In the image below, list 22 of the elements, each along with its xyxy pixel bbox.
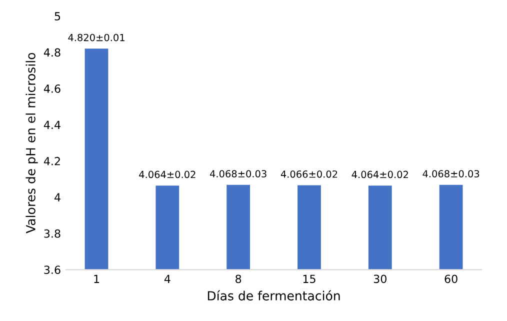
data-label: 4.064±0.02 — [139, 170, 196, 178]
x-tick-label: 4 — [164, 274, 170, 283]
y-axis-title: Valores de pH en el microsilo — [26, 52, 38, 234]
data-label: 4.064±0.02 — [352, 170, 408, 178]
y-tick-label: 4.4 — [44, 120, 60, 129]
y-tick-label: 4 — [54, 193, 60, 202]
data-label: 4.068±0.03 — [210, 170, 266, 178]
x-tick-label: 8 — [236, 274, 242, 284]
y-tick-label: 4.8 — [44, 48, 60, 57]
y-tick-label: 5 — [54, 12, 60, 20]
x-tick-label: 15 — [303, 274, 316, 284]
data-label: 4.066±0.02 — [280, 170, 338, 178]
x-axis-title: Días de fermentación — [208, 290, 340, 300]
data-label: 4.820±0.01 — [68, 34, 124, 42]
data-label: 4.068±0.03 — [422, 170, 480, 178]
x-tick-label: 1 — [94, 274, 100, 283]
x-tick-label: 30 — [374, 274, 386, 284]
y-tick-label: 4.2 — [44, 156, 60, 166]
y-tick-label: 4.6 — [44, 84, 60, 93]
y-tick-label: 3.6 — [44, 266, 60, 274]
y-tick-label: 3.8 — [44, 229, 60, 238]
x-tick-label: 60 — [444, 274, 458, 284]
